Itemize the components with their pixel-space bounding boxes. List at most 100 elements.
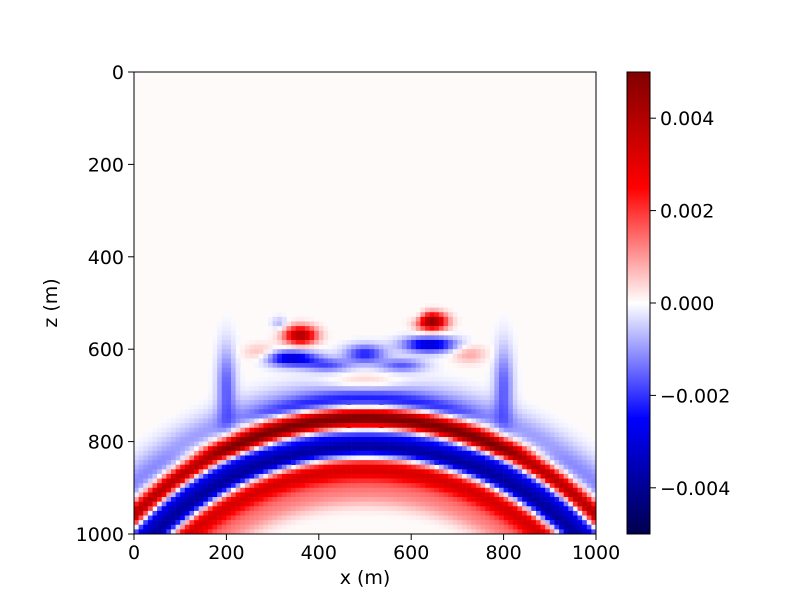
heatmap-cell (240, 386, 246, 392)
heatmap-cell (134, 524, 139, 530)
heatmap-cell (392, 409, 398, 415)
heatmap-cell (503, 515, 509, 521)
heatmap-cell (462, 497, 467, 502)
heatmap-cell (217, 353, 223, 359)
heatmap-cell (540, 413, 546, 419)
heatmap-cell (295, 469, 301, 475)
heatmap-cell (328, 326, 333, 332)
heatmap-cell (452, 427, 458, 433)
heatmap-cell (194, 520, 199, 526)
heatmap-cell (249, 497, 255, 502)
heatmap-cell (365, 432, 370, 438)
heatmap-cell (198, 497, 204, 502)
heatmap-cell (568, 473, 574, 479)
heatmap-cell (489, 487, 495, 493)
heatmap-cell (231, 353, 236, 359)
heatmap-cell (378, 413, 384, 419)
heatmap-cell (540, 478, 546, 484)
heatmap-cell (346, 464, 352, 470)
heatmap-cell (466, 335, 472, 341)
heatmap-cell (475, 446, 481, 452)
heatmap-cell (508, 400, 514, 405)
heatmap-cell (522, 441, 527, 447)
heatmap-cell (337, 460, 343, 465)
heatmap-cell (351, 432, 357, 438)
heatmap-cell (503, 376, 509, 382)
heatmap-cell (388, 497, 394, 502)
heatmap-cell (346, 376, 352, 382)
heatmap-cell (360, 446, 366, 452)
heatmap-cell (295, 400, 301, 405)
heatmap-cell (304, 478, 310, 484)
heatmap-cell (383, 386, 389, 392)
heatmap-cell (462, 460, 467, 465)
heatmap-cell (457, 501, 463, 507)
heatmap-cell (508, 418, 514, 424)
heatmap-cell (503, 312, 509, 318)
heatmap-cell (221, 349, 227, 355)
heatmap-cell (517, 450, 523, 456)
heatmap-cell (443, 376, 449, 382)
heatmap-cell (254, 353, 260, 359)
heatmap-cell (508, 432, 514, 438)
heatmap-cell (457, 492, 463, 498)
z-tick-label: 600 (88, 339, 124, 361)
heatmap-cell (134, 455, 139, 461)
heatmap-cell (318, 386, 324, 392)
heatmap-cell (272, 413, 278, 419)
heatmap-cell (194, 455, 199, 461)
heatmap-cell (286, 478, 292, 484)
heatmap-cell (166, 520, 172, 526)
heatmap-cell (512, 376, 518, 382)
heatmap-cell (365, 436, 370, 442)
heatmap-cell (531, 413, 537, 419)
heatmap-cell (341, 515, 347, 521)
heatmap-cell (415, 432, 421, 438)
heatmap-cell (291, 427, 296, 433)
heatmap-cell (425, 492, 430, 498)
heatmap-cell (591, 483, 597, 489)
heatmap-cell (378, 376, 384, 382)
heatmap-cell (415, 358, 421, 364)
heatmap-cell (184, 524, 190, 530)
heatmap-cell (309, 418, 315, 424)
heatmap-cell (568, 469, 574, 475)
heatmap-cell (304, 455, 310, 461)
heatmap-cell (277, 473, 283, 479)
heatmap-cell (300, 520, 306, 526)
heatmap-cell (244, 446, 250, 452)
heatmap-cell (540, 524, 546, 530)
heatmap-cell (175, 515, 181, 521)
heatmap-cell (457, 427, 463, 433)
heatmap-cell (244, 441, 250, 447)
heatmap-cell (415, 418, 421, 424)
heatmap-cell (429, 303, 435, 308)
heatmap-cell (365, 381, 370, 387)
heatmap-cell (337, 446, 343, 452)
heatmap-cell (221, 390, 227, 396)
heatmap-cell (494, 510, 500, 516)
heatmap-cell (559, 460, 564, 465)
heatmap-cell (388, 441, 394, 447)
heatmap-cell (194, 473, 199, 479)
heatmap-cell (397, 501, 403, 507)
heatmap-cell (231, 423, 236, 429)
heatmap-cell (388, 506, 394, 512)
heatmap-cell (240, 455, 246, 461)
heatmap-cell (267, 478, 273, 484)
heatmap-cell (438, 423, 444, 429)
heatmap-cell (184, 427, 190, 433)
heatmap-cell (240, 450, 246, 456)
heatmap-cell (355, 506, 361, 512)
heatmap-cell (304, 395, 310, 401)
heatmap-cell (512, 524, 518, 530)
heatmap-cell (531, 464, 537, 470)
heatmap-cell (226, 381, 232, 387)
heatmap-cell (572, 497, 578, 502)
heatmap-cell (577, 427, 583, 433)
heatmap-cell (277, 492, 283, 498)
heatmap-cell (295, 335, 301, 341)
heatmap-cell (189, 492, 195, 498)
heatmap-cell (198, 423, 204, 429)
heatmap-cell (240, 524, 246, 530)
